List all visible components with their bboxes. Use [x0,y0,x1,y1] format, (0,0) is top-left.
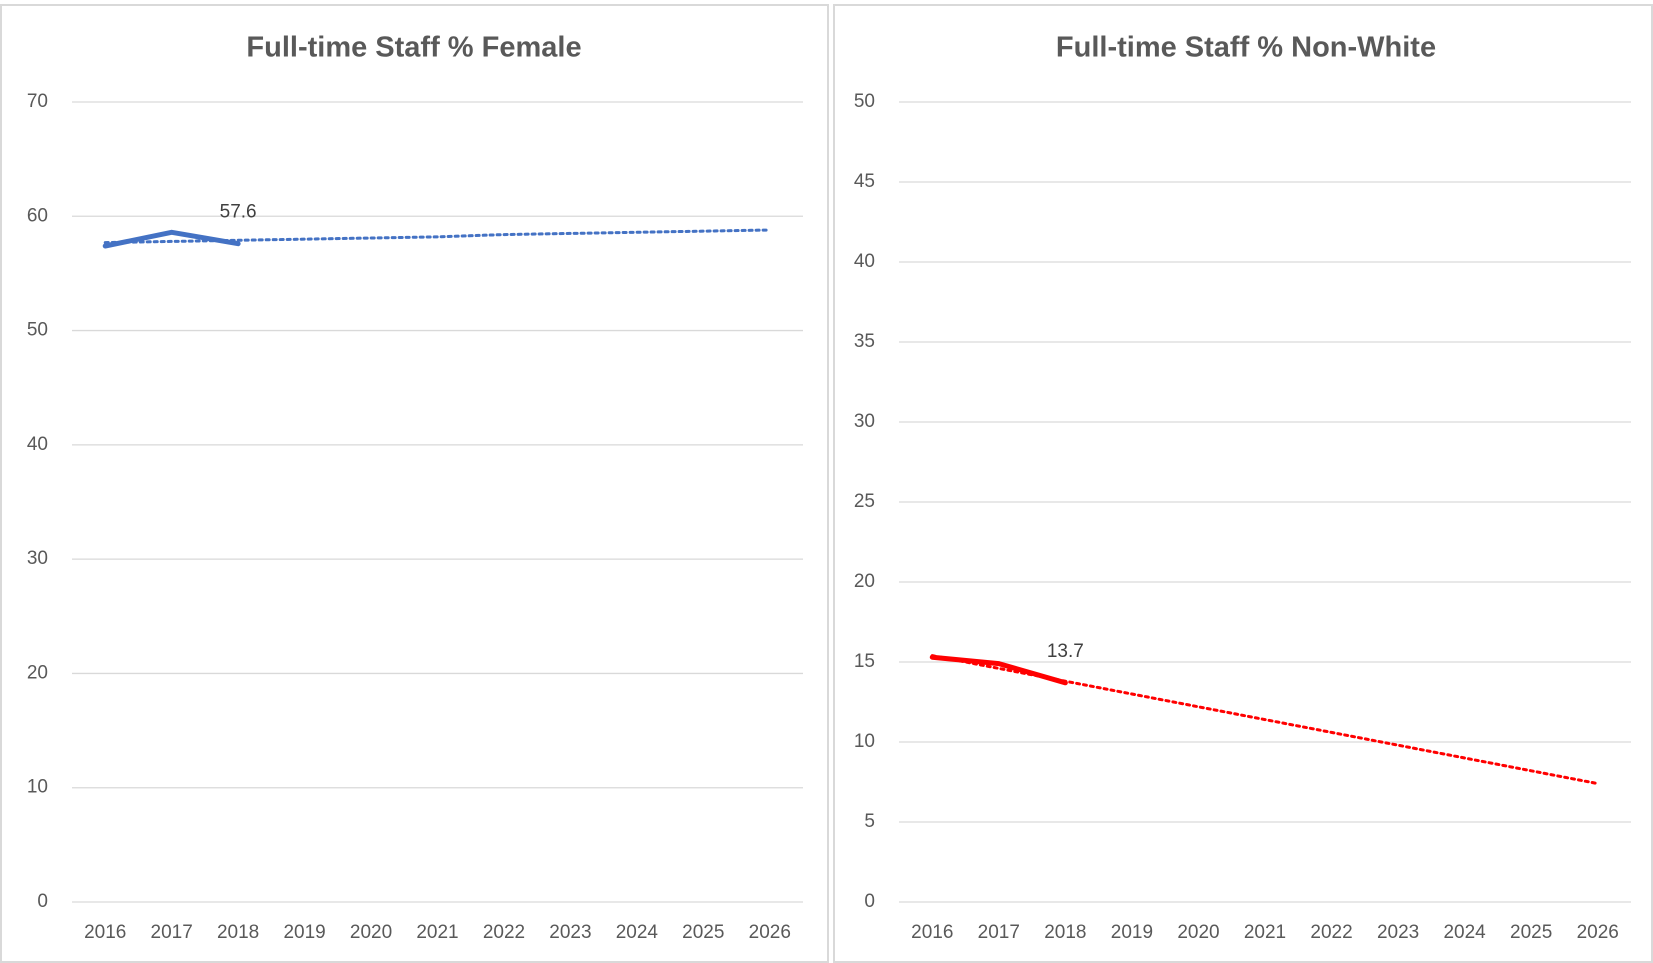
x-tick-label: 2025 [682,922,724,943]
y-tick-label: 20 [854,571,875,592]
x-tick-label: 2019 [283,922,325,943]
y-tick-label: 0 [864,891,875,912]
x-tick-label: 2020 [1177,922,1219,943]
x-tick-label: 2021 [1244,922,1286,943]
x-tick-label: 2016 [911,922,953,943]
y-tick-label: 15 [854,651,875,672]
x-tick-label: 2022 [1310,922,1352,943]
x-tick-label: 2026 [1577,922,1619,943]
x-tick-label: 2025 [1510,922,1552,943]
panel [833,4,1653,963]
x-tick-label: 2017 [978,922,1020,943]
y-tick-label: 45 [854,171,875,192]
y-tick-label: 60 [27,205,48,226]
y-tick-label: 30 [27,548,48,569]
y-tick-label: 10 [27,777,48,798]
x-tick-label: 2024 [1443,922,1486,943]
trendline [103,228,772,245]
y-tick-label: 40 [854,251,875,272]
x-tick-label: 2023 [549,922,591,943]
x-tick-label: 2017 [151,922,193,943]
panel [0,4,829,963]
x-tick-label: 2019 [1111,922,1153,943]
x-tick-label: 2021 [416,922,458,943]
y-tick-label: 25 [854,491,875,512]
chart-title: Full-time Staff % Non-White [1056,32,1436,64]
x-tick-label: 2022 [483,922,525,943]
chart-title: Full-time Staff % Female [246,32,581,64]
x-tick-label: 2023 [1377,922,1419,943]
x-tick-label: 2018 [1044,922,1086,943]
x-tick-label: 2016 [84,922,126,943]
data-label: 13.7 [1047,641,1084,662]
x-tick-label: 2020 [350,922,392,943]
y-tick-label: 50 [27,320,48,341]
x-tick-label: 2024 [616,922,659,943]
y-tick-label: 70 [27,91,48,112]
y-tick-label: 35 [854,331,875,352]
y-tick-label: 50 [854,91,875,112]
x-tick-label: 2026 [749,922,791,943]
y-tick-label: 10 [854,731,875,752]
trendline [930,654,1600,786]
y-tick-label: 0 [37,891,48,912]
y-tick-label: 20 [27,662,48,683]
x-tick-label: 2018 [217,922,259,943]
y-tick-label: 40 [27,434,48,455]
data-label: 57.6 [220,202,257,223]
y-tick-label: 30 [854,411,875,432]
y-tick-label: 5 [864,811,875,832]
